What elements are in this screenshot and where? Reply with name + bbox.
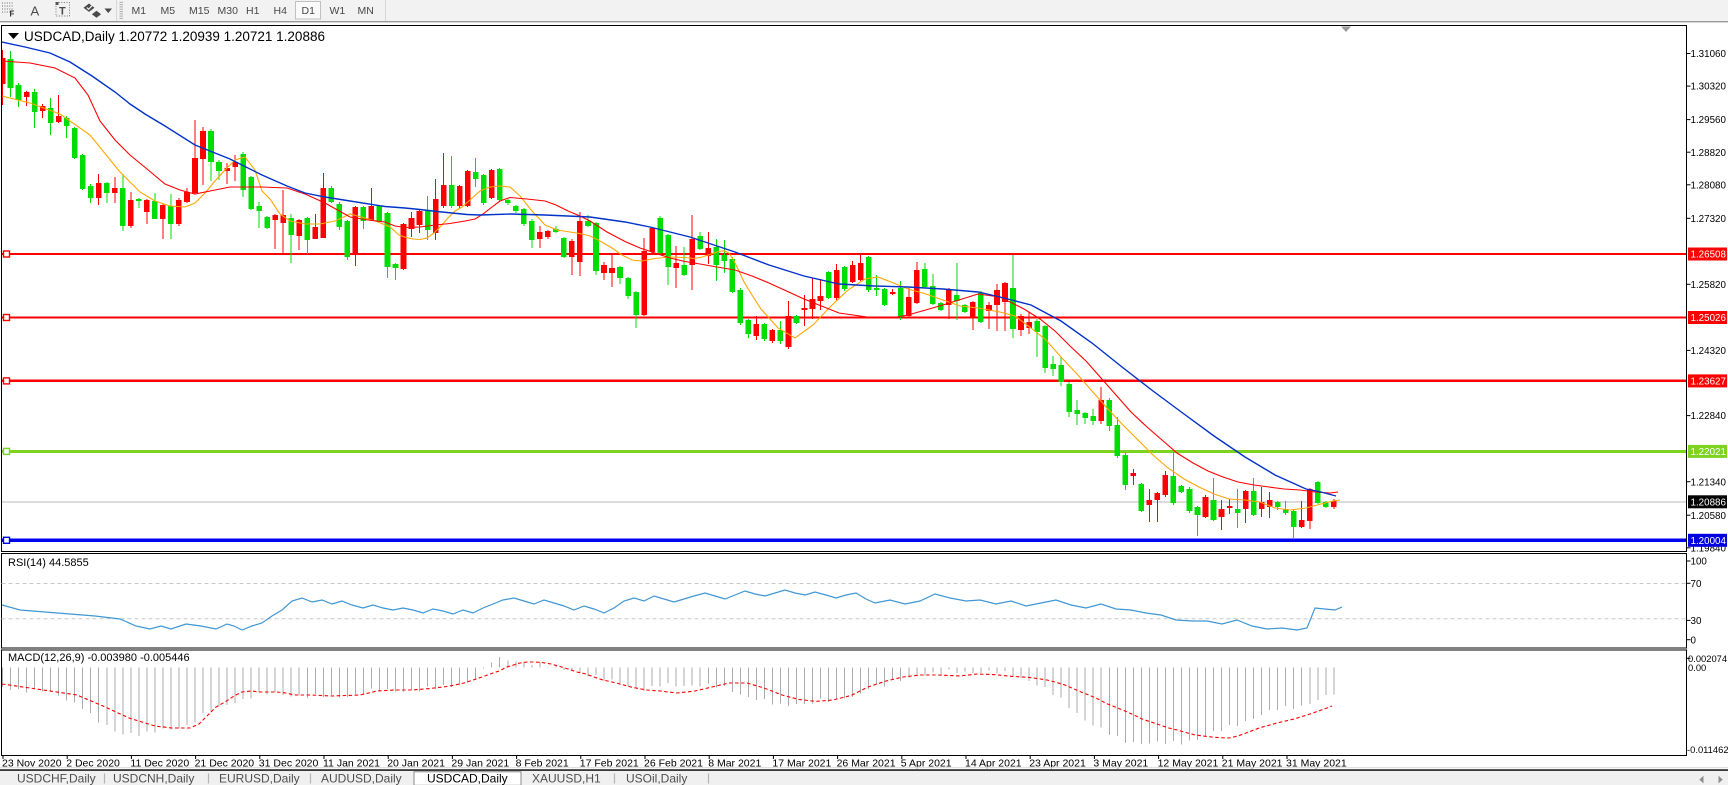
svg-text:30: 30 [1691, 616, 1702, 627]
svg-text:T: T [59, 6, 66, 18]
svg-text:M15: M15 [189, 5, 210, 17]
svg-text:21 May 2021: 21 May 2021 [1222, 758, 1283, 770]
svg-text:M1: M1 [132, 5, 147, 17]
svg-text:21 Dec 2020: 21 Dec 2020 [195, 758, 255, 770]
svg-text:26 Mar 2021: 26 Mar 2021 [837, 758, 896, 770]
svg-text:26 Feb 2021: 26 Feb 2021 [644, 758, 703, 770]
svg-text:100: 100 [1691, 557, 1708, 568]
svg-text:MN: MN [358, 5, 374, 17]
svg-text:USDCAD,Daily 1.20772 1.20939: USDCAD,Daily 1.20772 1.20939 1.20721 1.2… [24, 29, 325, 44]
svg-text:USOil,Daily: USOil,Daily [626, 772, 687, 785]
svg-text:31 May 2021: 31 May 2021 [1286, 758, 1347, 770]
svg-text:2 Dec 2020: 2 Dec 2020 [66, 758, 120, 770]
svg-text:M5: M5 [161, 5, 176, 17]
svg-text:AUDUSD,Daily: AUDUSD,Daily [321, 772, 402, 785]
svg-text:1.24320: 1.24320 [1691, 346, 1727, 357]
svg-text:D1: D1 [302, 5, 316, 17]
svg-text:1.25820: 1.25820 [1691, 280, 1727, 291]
svg-text:5 Apr 2021: 5 Apr 2021 [901, 758, 952, 770]
svg-text:29 Jan 2021: 29 Jan 2021 [451, 758, 509, 770]
svg-text:1.22840: 1.22840 [1691, 411, 1727, 422]
svg-text:1.19840: 1.19840 [1691, 543, 1727, 554]
svg-text:XAUUSD,H1: XAUUSD,H1 [532, 772, 601, 785]
svg-text:12 May 2021: 12 May 2021 [1158, 758, 1219, 770]
svg-text:1.25026: 1.25026 [1691, 313, 1727, 324]
svg-text:1.26508: 1.26508 [1691, 250, 1727, 261]
svg-text:H4: H4 [274, 5, 288, 17]
svg-text:20 Jan 2021: 20 Jan 2021 [387, 758, 445, 770]
svg-text:11 Dec 2020: 11 Dec 2020 [130, 758, 189, 770]
svg-text:70: 70 [1691, 579, 1702, 590]
svg-text:0: 0 [1691, 635, 1697, 646]
svg-text:USDCHF,Daily: USDCHF,Daily [17, 772, 96, 785]
svg-text:W1: W1 [330, 5, 346, 17]
svg-text:17 Mar 2021: 17 Mar 2021 [772, 758, 831, 770]
svg-text:1.31060: 1.31060 [1691, 49, 1727, 60]
svg-text:-0.011462: -0.011462 [1687, 744, 1728, 755]
svg-text:USDCAD,Daily: USDCAD,Daily [427, 772, 508, 785]
svg-text:EURUSD,Daily: EURUSD,Daily [219, 772, 300, 785]
svg-text:USDCNH,Daily: USDCNH,Daily [113, 772, 194, 785]
svg-text:8 Mar 2021: 8 Mar 2021 [708, 758, 761, 770]
svg-text:11 Jan 2021: 11 Jan 2021 [323, 758, 380, 770]
svg-text:1.23627: 1.23627 [1691, 377, 1726, 388]
svg-text:17 Feb 2021: 17 Feb 2021 [580, 758, 639, 770]
svg-text:1.30320: 1.30320 [1691, 82, 1727, 93]
svg-text:1.20580: 1.20580 [1691, 511, 1727, 522]
svg-text:1.27320: 1.27320 [1691, 214, 1727, 225]
svg-text:1.28080: 1.28080 [1691, 180, 1727, 191]
svg-text:RSI(14) 44.5855: RSI(14) 44.5855 [8, 557, 89, 569]
svg-text:14 Apr 2021: 14 Apr 2021 [965, 758, 1022, 770]
svg-text:H1: H1 [246, 5, 260, 17]
svg-text:F: F [10, 10, 15, 19]
svg-text:M30: M30 [218, 5, 239, 17]
svg-text:0.002074: 0.002074 [1688, 653, 1727, 664]
svg-text:0.00: 0.00 [1688, 662, 1706, 673]
svg-text:MACD(12,26,9) -0.003980 -0.005: MACD(12,26,9) -0.003980 -0.005446 [8, 652, 190, 664]
svg-text:1.21340: 1.21340 [1691, 477, 1727, 488]
svg-text:1.20004: 1.20004 [1691, 536, 1727, 547]
svg-text:A: A [31, 4, 40, 19]
svg-text:1.22021: 1.22021 [1691, 447, 1726, 458]
svg-text:23 Nov 2020: 23 Nov 2020 [2, 758, 62, 770]
svg-text:1.20886: 1.20886 [1691, 497, 1727, 508]
svg-text:31 Dec 2020: 31 Dec 2020 [259, 758, 319, 770]
svg-text:1.28820: 1.28820 [1691, 148, 1727, 159]
svg-text:8 Feb 2021: 8 Feb 2021 [516, 758, 569, 770]
svg-text:23 Apr 2021: 23 Apr 2021 [1029, 758, 1086, 770]
svg-text:3 May 2021: 3 May 2021 [1093, 758, 1148, 770]
svg-text:1.29560: 1.29560 [1691, 115, 1727, 126]
